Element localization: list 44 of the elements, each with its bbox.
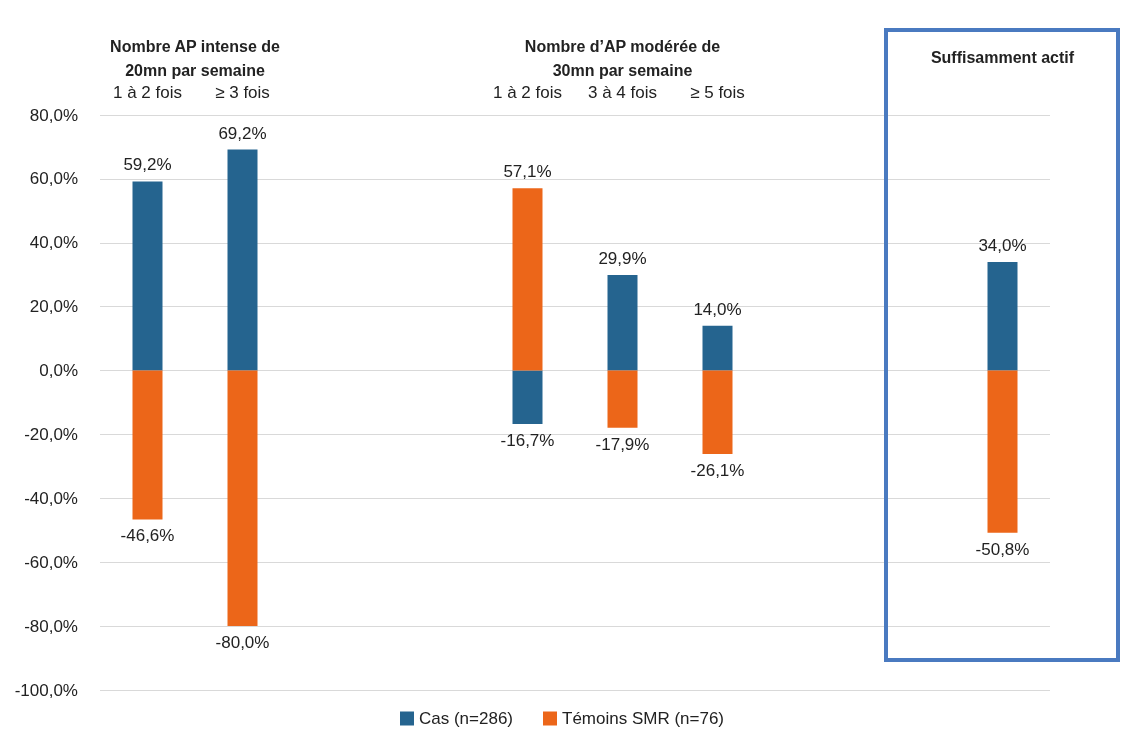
bar [227, 370, 258, 627]
y-tick-label: 40,0% [29, 233, 78, 253]
text: Nombre d’AP modérée de 30mn par semaine [523, 37, 722, 81]
data-label: -17,9% [595, 434, 650, 454]
text: Nombre AP intense de 20mn par semaine [109, 37, 281, 81]
y-tick-label: -60,0% [24, 552, 78, 572]
y-tick-label: -20,0% [24, 424, 78, 444]
y-tick-label: 80,0% [29, 105, 78, 125]
data-label: -50,8% [975, 539, 1030, 559]
y-tick-label: -40,0% [24, 488, 78, 508]
data-label: 29,9% [598, 249, 647, 269]
x-tick-label: 3 à 4 fois [588, 83, 657, 102]
bar [227, 149, 258, 371]
data-label: -16,7% [500, 430, 555, 450]
bar [702, 370, 733, 454]
bar [987, 370, 1018, 533]
bar [607, 370, 638, 428]
data-label: -26,1% [690, 460, 745, 480]
y-tick-label: -80,0% [24, 616, 78, 636]
x-tick-label: 1 à 2 fois [113, 83, 182, 102]
data-label: 59,2% [123, 155, 172, 175]
bar [607, 275, 638, 371]
x-tick-label: ≥ 3 fois [215, 83, 270, 102]
bar [512, 188, 543, 371]
bar [987, 261, 1018, 371]
data-label: -80,0% [215, 633, 270, 653]
y-tick-label: 60,0% [29, 169, 78, 189]
bar [702, 325, 733, 371]
data-label: 34,0% [978, 235, 1027, 255]
bar [132, 181, 163, 371]
data-label: 69,2% [218, 123, 267, 143]
y-tick-label: 0,0% [39, 361, 78, 381]
x-tick-label: 1 à 2 fois [493, 83, 562, 102]
text: Suffisamment actif [929, 48, 1076, 68]
bar [512, 370, 543, 424]
data-label: -46,6% [120, 526, 175, 546]
x-tick-label: ≥ 5 fois [690, 83, 745, 102]
bar [132, 370, 163, 520]
y-tick-label: 20,0% [29, 297, 78, 317]
data-label: 14,0% [693, 299, 742, 319]
legend-label: Témoins SMR (n=76) [562, 709, 725, 728]
legend-label: Cas (n=286) [418, 709, 514, 728]
data-label: 57,1% [503, 162, 552, 182]
y-tick-label: -100,0% [14, 680, 78, 700]
